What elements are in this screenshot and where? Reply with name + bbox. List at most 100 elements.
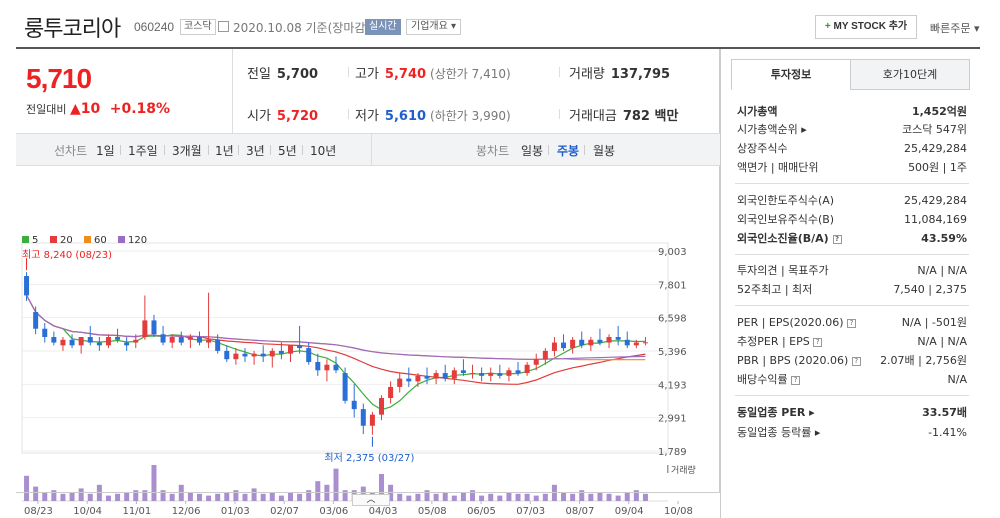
candle-body: [342, 373, 348, 401]
help-icon[interactable]: ?: [847, 318, 857, 328]
legend-swatch: [118, 236, 125, 243]
foreign-ratio-row: 외국인소진율(B/A) ? 43.59%: [737, 232, 967, 245]
volume-bar: [506, 492, 512, 501]
volume-bar: [160, 490, 166, 501]
tab-period-1y[interactable]: 1년: [215, 144, 234, 158]
help-icon[interactable]: ?: [791, 375, 801, 385]
help-icon[interactable]: ?: [832, 234, 842, 244]
change-label: 전일대비: [26, 103, 67, 116]
mystock-add-button[interactable]: + MY STOCK 추가: [815, 15, 917, 39]
candle-body: [169, 337, 175, 343]
market-badge: 코스닥: [180, 19, 216, 35]
open-price: 시가 5,720: [247, 109, 319, 124]
candle-body: [215, 339, 221, 351]
tab-period-5y[interactable]: 5년: [278, 144, 297, 158]
candle-body: [42, 328, 48, 338]
volume-bar: [260, 493, 266, 501]
price-chart[interactable]: 9,003 7,801 6,598 5,396 4,193 2,991 1,789 5 20 60…: [16, 166, 720, 516]
chart-bottom-divider: [16, 492, 720, 493]
min-annotation: 최저 2,375 (03/27): [324, 452, 414, 464]
pbr-row: PBR | BPS (2020.06) ? 2.07배 | 2,756원: [737, 354, 967, 367]
tab-investment-info[interactable]: 투자정보: [731, 59, 851, 90]
stock-name: 룽투코리아: [24, 17, 121, 42]
tab-monthly[interactable]: 월봉: [593, 144, 616, 158]
max-annotation: 최고 8,240 (08/23): [22, 249, 112, 261]
volume-bar: [315, 481, 321, 501]
candle-body: [24, 276, 30, 296]
realtime-button[interactable]: 실시간: [365, 19, 401, 35]
candle-body: [251, 353, 257, 357]
industry-per-row[interactable]: 동일업종 PER ▸ 33.57배: [737, 406, 967, 419]
industry-rate-row[interactable]: 동일업종 등락률 ▸ -1.41%: [737, 426, 967, 439]
per-row: PER | EPS(2020.06) ? N/A | -501원: [737, 316, 967, 329]
volume-bar: [542, 493, 548, 501]
candle-body: [315, 361, 321, 371]
volume-bar: [524, 493, 530, 501]
candle-body: [615, 337, 621, 340]
volume-bar: [87, 493, 93, 501]
help-icon[interactable]: ?: [813, 337, 823, 347]
x-tick-label: 08/07: [566, 506, 595, 516]
plot-frame: [21, 242, 669, 454]
line-chart-label: 선차트: [54, 144, 88, 158]
volume-bar: [215, 493, 221, 501]
candle-body: [278, 350, 284, 354]
x-tick-label: 06/05: [467, 506, 496, 516]
expand-toggle-button[interactable]: ︿: [352, 494, 390, 506]
volume-bar: [24, 475, 30, 501]
volume-bar: [278, 495, 284, 501]
candle-body: [433, 373, 439, 379]
volume-bar: [397, 493, 403, 501]
volume-bar: [360, 486, 366, 501]
candle-body: [324, 364, 330, 371]
current-price: 5,710: [26, 63, 92, 94]
candle-body: [488, 373, 494, 376]
legend-swatch: [50, 236, 57, 243]
tab-period-10y[interactable]: 10년: [310, 144, 337, 158]
tab-daily[interactable]: 일봉: [521, 144, 544, 158]
volume-bar: [561, 492, 567, 501]
trade-volume: 거래량 137,795: [569, 67, 671, 82]
candle-body: [633, 342, 639, 346]
volume-bar: [33, 486, 39, 501]
x-tick-label: 02/07: [270, 506, 299, 516]
candle-body: [151, 320, 157, 335]
x-tick-label: 05/08: [418, 506, 447, 516]
quick-order-dropdown[interactable]: 빠른주문 ▾: [930, 22, 980, 35]
volume-bar: [606, 493, 612, 501]
volume-bar: [451, 495, 457, 501]
candle-body: [597, 339, 603, 343]
candle-body: [96, 342, 102, 346]
company-overview-dropdown[interactable]: 기업개요 ▾: [406, 19, 461, 35]
foreign-hold-row: 외국인보유주식수(B) 11,084,169: [737, 213, 967, 226]
volume-bar: [269, 492, 275, 501]
candle-body: [442, 373, 448, 379]
volume-bar: [579, 490, 585, 501]
volume-bar: [151, 465, 157, 501]
tab-period-3m[interactable]: 3개월: [172, 144, 202, 158]
candle-body: [297, 345, 303, 349]
candle-body: [515, 370, 521, 374]
candle-body: [242, 353, 248, 357]
tab-period-3y[interactable]: 3년: [246, 144, 265, 158]
base-date: 2020.10.08 기준(장마감): [233, 21, 371, 35]
candle-body: [178, 337, 184, 343]
volume-bar: [42, 492, 48, 501]
volume-bar: [187, 492, 193, 501]
help-icon[interactable]: ?: [851, 356, 861, 366]
calendar-icon: [218, 21, 229, 32]
volume-bar: [597, 492, 603, 501]
change-value: ▲10: [69, 101, 101, 117]
est-per-row: 추정PER | EPS ? N/A | N/A: [737, 335, 967, 348]
volume-bar: [424, 490, 430, 501]
tab-order-book[interactable]: 호가10단계: [850, 59, 970, 90]
candle-body: [524, 364, 530, 374]
tab-period-1d[interactable]: 1일: [96, 144, 115, 158]
y-tick-label: 4,193: [658, 380, 687, 391]
market-cap-rank-row[interactable]: 시가총액순위 ▸ 코스닥 547위: [737, 123, 967, 136]
tab-period-1w[interactable]: 1주일: [128, 144, 158, 158]
tab-weekly[interactable]: 주봉: [557, 144, 580, 158]
candle-body: [87, 337, 93, 343]
volume-bar: [570, 493, 576, 501]
volume-bar: [142, 490, 148, 501]
